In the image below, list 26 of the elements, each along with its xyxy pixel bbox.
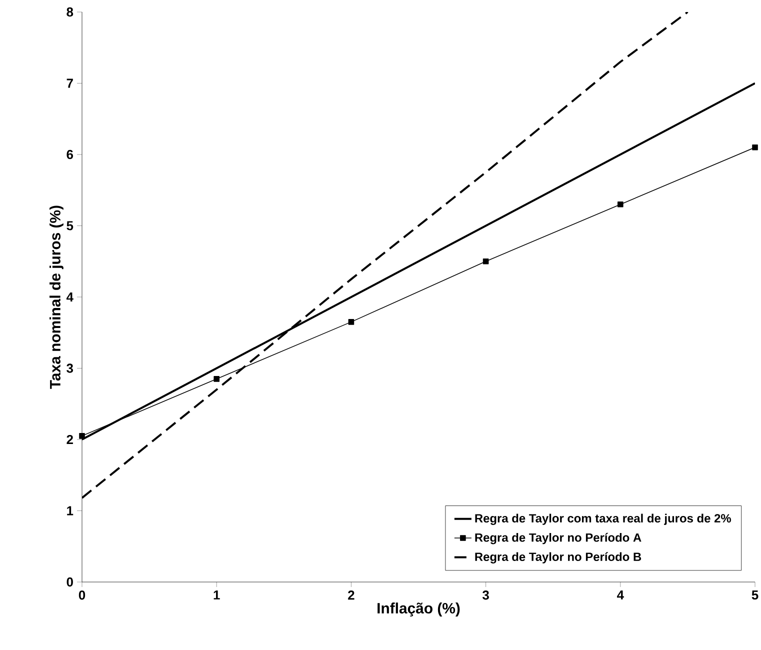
point	[79, 433, 85, 439]
y-axis-title: Taxa nominal de juros (%)	[50, 206, 64, 389]
x-tick-label: 2	[348, 590, 354, 600]
y-tick-label: 2	[66, 434, 73, 444]
y-tick-label: 3	[66, 364, 74, 373]
y-tick-label: 5	[66, 221, 74, 230]
x-tick-label: 1	[214, 590, 220, 600]
legend-label: Regra de Taylor no Período B	[475, 552, 642, 564]
legend-label: Regra de Taylor no Período A	[475, 532, 642, 544]
x-tick-label: 0	[78, 590, 86, 600]
x-tick-label: 5	[752, 590, 758, 600]
y-tick-label: 7	[66, 78, 73, 88]
point	[482, 258, 489, 264]
y-tick-label: 6	[66, 150, 74, 160]
point	[214, 376, 220, 382]
y-tick-label: 4	[66, 292, 74, 302]
y-tick-label: 0	[66, 577, 73, 587]
x-axis-title: Inflação (%)	[378, 602, 460, 616]
point	[618, 201, 624, 208]
legend-label: Regra de Taylor com taxa real de juros de 2%	[475, 514, 732, 525]
y-tick-label: 8	[66, 7, 74, 17]
point	[752, 144, 758, 150]
x-tick-label: 4	[617, 590, 624, 600]
y-tick-label: 1	[67, 506, 74, 516]
x-tick-label: 3	[482, 590, 489, 600]
point	[348, 319, 354, 325]
